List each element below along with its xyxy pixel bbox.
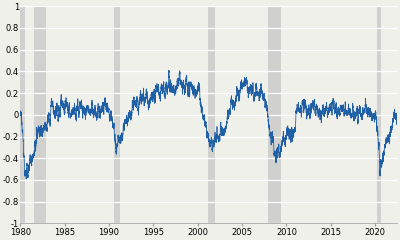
Bar (114, 6, 120, 223)
Bar (268, 6, 281, 223)
Bar (208, 6, 214, 223)
Bar (377, 6, 381, 223)
Bar (34, 6, 46, 223)
Bar (20, 6, 25, 223)
